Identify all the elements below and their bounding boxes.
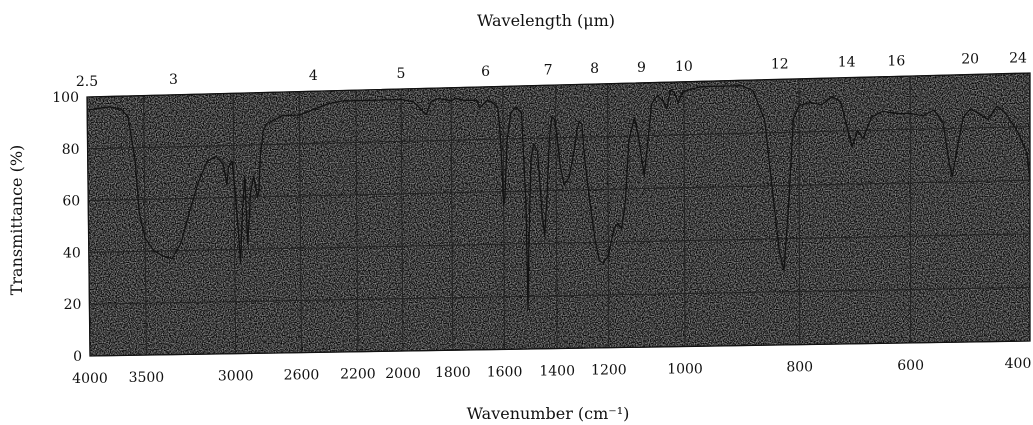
x-tick-label: 1200 xyxy=(591,363,627,379)
gridline-vertical xyxy=(607,83,610,348)
x-tick-label: 2000 xyxy=(385,366,421,382)
x-tick-label: 1400 xyxy=(539,364,575,380)
gridline-vertical xyxy=(683,81,686,347)
y-tick-labels: 0 20 40 60 80 100 xyxy=(52,90,82,365)
gridline-vertical xyxy=(798,78,801,345)
top-tick-label: 3 xyxy=(169,72,178,88)
top-tick-label: 24 xyxy=(1009,50,1027,66)
gridline-vertical xyxy=(298,91,302,353)
gridline-vertical xyxy=(450,87,454,351)
y-tick-label: 0 xyxy=(73,349,82,365)
top-tick-label: 7 xyxy=(544,62,553,78)
gridline-vertical xyxy=(355,90,359,352)
x-tick-label: 3500 xyxy=(129,370,165,386)
plot-stipple-texture xyxy=(87,73,1030,356)
gridline-vertical xyxy=(143,95,147,356)
top-tick-label: 10 xyxy=(675,59,693,75)
x-tick-label: 2200 xyxy=(340,367,376,383)
y-tick-label: 60 xyxy=(62,194,80,210)
y-tick-label: 100 xyxy=(52,90,79,106)
top-tick-labels: 2.5 3 4 5 6 7 8 9 10 12 14 16 20 24 xyxy=(76,50,1027,90)
top-tick-label: 6 xyxy=(481,64,490,80)
top-tick-label: 2.5 xyxy=(76,74,98,90)
x-tick-labels: 4000 3500 3000 2600 2200 2000 1800 1600 1400 1200… xyxy=(72,356,1031,387)
x-tick-label: 1600 xyxy=(487,364,523,380)
x-tick-label: 1800 xyxy=(435,365,471,381)
y-tick-label: 40 xyxy=(63,245,81,261)
plot-frame xyxy=(86,72,1031,357)
top-tick-label: 8 xyxy=(590,61,599,77)
y-tick-label: 20 xyxy=(64,297,82,313)
top-tick-label: 12 xyxy=(771,56,789,72)
gridline-horizontal xyxy=(87,126,1031,150)
top-tick-label: 9 xyxy=(637,60,646,76)
x-tick-label: 400 xyxy=(1005,356,1032,372)
gridline-vertical xyxy=(232,93,237,354)
top-tick-label: 4 xyxy=(309,68,318,84)
plot-area xyxy=(86,72,1031,357)
top-tick-label: 14 xyxy=(838,55,856,71)
gridline-horizontal xyxy=(89,286,1031,305)
x-tick-label: 2600 xyxy=(284,368,320,384)
y-tick-label: 80 xyxy=(62,142,80,158)
gridline-horizontal xyxy=(88,233,1031,253)
x-tick-label: 4000 xyxy=(72,371,108,387)
x-axis-title: Wavenumber (cm⁻¹) xyxy=(467,404,630,423)
top-axis-title: Wavelength (μm) xyxy=(477,11,615,30)
x-tick-label: 3000 xyxy=(218,369,254,385)
series-line-spectrum xyxy=(87,84,1031,311)
x-tick-label: 600 xyxy=(897,358,924,374)
top-tick-label: 20 xyxy=(961,52,979,68)
gridline-vertical xyxy=(502,86,506,350)
gridline-vertical xyxy=(400,89,404,352)
x-tick-label: 1000 xyxy=(667,362,703,378)
y-axis-title: Transmittance (%) xyxy=(7,145,26,296)
top-tick-label: 16 xyxy=(887,53,905,69)
top-tick-label: 5 xyxy=(397,66,406,82)
x-tick-label: 800 xyxy=(786,360,813,376)
